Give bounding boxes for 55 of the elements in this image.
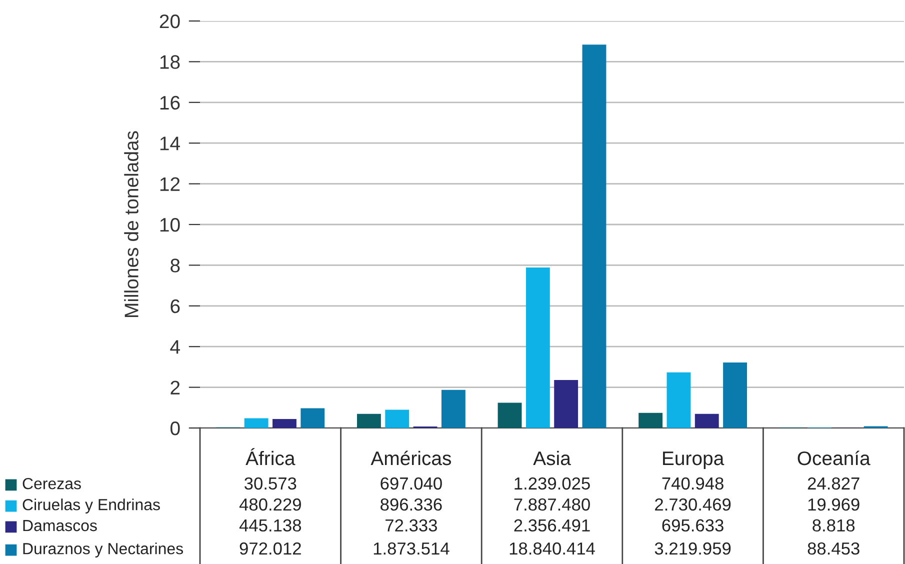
text: 19.969 [808, 498, 860, 511]
bar [385, 410, 410, 428]
text: 8.818 [812, 519, 855, 532]
text: 697.040 [380, 477, 442, 490]
text: 445.138 [239, 519, 302, 532]
text: 3.219.959 [654, 542, 731, 555]
text: 972.012 [240, 542, 301, 555]
text: 740.948 [662, 477, 724, 490]
y-tick-label: 6 [170, 299, 180, 314]
bar [694, 414, 719, 428]
bar [244, 418, 268, 428]
legend-label: Damascos [23, 520, 97, 532]
text: 72.333 [386, 519, 437, 532]
bar [666, 372, 691, 428]
bar [300, 408, 325, 428]
x-tick-label: Oceanía [798, 450, 870, 466]
y-tick-label: 4 [170, 340, 180, 354]
legend-label: Duraznos y Nectarines [23, 542, 183, 558]
bar [582, 44, 606, 428]
x-tick-label: Europa [663, 452, 724, 470]
y-tick-label: 10 [160, 218, 180, 232]
legend-label: Cerezas [22, 478, 81, 490]
text: 2.356.491 [514, 519, 590, 532]
text: 896.336 [380, 498, 442, 511]
y-axis-title: Millones de toneladas [124, 131, 138, 317]
bar [356, 414, 381, 428]
y-tick-label: 8 [170, 258, 180, 272]
bar [272, 418, 296, 428]
bar [498, 402, 522, 428]
text: 88.453 [808, 542, 860, 555]
y-tick-label: 12 [160, 177, 180, 191]
text: 1.239.025 [514, 477, 590, 490]
text: 695.633 [662, 519, 724, 532]
text: 30.573 [244, 477, 296, 490]
y-tick-label: 0 [170, 421, 180, 436]
bar [441, 390, 466, 428]
text: 1.873.514 [374, 542, 450, 555]
bar [554, 380, 578, 428]
x-tick-label: África [246, 448, 296, 466]
x-tick-label: Asia [533, 450, 571, 466]
y-tick-label: 18 [160, 55, 180, 69]
text: 24.827 [808, 477, 860, 490]
y-tick-label: 14 [160, 136, 180, 150]
text: 2.730.469 [655, 498, 731, 511]
text: 480.229 [239, 498, 301, 511]
text: 7.887.480 [514, 498, 590, 511]
legend-label: Ciruelas y Endrinas [22, 498, 160, 514]
bar [638, 412, 663, 428]
text: 18.840.414 [510, 542, 595, 555]
bar [723, 362, 748, 428]
bar [526, 267, 550, 428]
y-tick-label: 20 [160, 14, 180, 28]
y-tick-label: 2 [170, 380, 180, 394]
y-tick-label: 16 [160, 96, 180, 110]
x-tick-label: Américas [370, 450, 452, 466]
